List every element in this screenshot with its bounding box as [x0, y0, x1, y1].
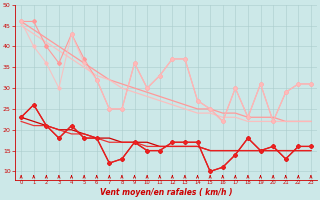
X-axis label: Vent moyen/en rafales ( km/h ): Vent moyen/en rafales ( km/h ) [100, 188, 232, 197]
